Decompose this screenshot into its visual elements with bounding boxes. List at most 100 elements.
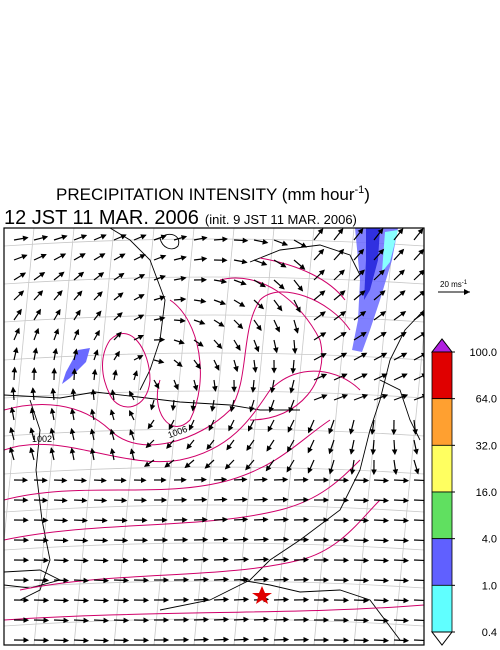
wind-arrow-head bbox=[183, 576, 190, 583]
wind-arrow-head bbox=[18, 290, 25, 297]
meridian bbox=[73, 228, 115, 645]
wind-arrow-head bbox=[69, 408, 76, 415]
wind-arrow-head bbox=[102, 517, 108, 524]
wind-arrow-head bbox=[199, 319, 206, 325]
wind-arrow-head bbox=[161, 497, 168, 503]
wind-arrow-head bbox=[293, 327, 300, 334]
wind-arrow-head bbox=[274, 326, 280, 333]
wind-arrow-head bbox=[41, 235, 49, 241]
wind-arrow-head bbox=[56, 290, 63, 297]
wind-arrow-head bbox=[120, 234, 127, 240]
wind-arrow-head bbox=[403, 617, 410, 624]
wind-arrow-head bbox=[343, 497, 350, 503]
wind-arrow-head bbox=[163, 597, 170, 603]
wind-arrow-head bbox=[363, 557, 370, 564]
wind-arrow-head bbox=[361, 373, 368, 379]
wind-arrow-head bbox=[123, 577, 130, 584]
wind-arrow-head bbox=[262, 239, 269, 245]
wind-arrow-head bbox=[363, 637, 370, 644]
wind-arrow-head bbox=[83, 577, 90, 584]
wind-arrow-head bbox=[262, 496, 269, 503]
wind-arrow-head bbox=[303, 497, 310, 503]
title-text: PRECIPITATION INTENSITY (mm hour bbox=[56, 185, 355, 204]
wind-arrow-head bbox=[249, 406, 255, 413]
wind-arrow-head bbox=[363, 597, 370, 604]
wind-arrow-head bbox=[357, 228, 364, 235]
colorbar: 100.0 64.0 32.0 16.0 4.0 1.0 0.4 bbox=[430, 338, 497, 646]
wind-arrow-head bbox=[143, 617, 150, 623]
wind-arrow-head bbox=[339, 290, 346, 297]
wind-arrow-head bbox=[39, 271, 46, 278]
wind-arrow-head bbox=[383, 557, 390, 564]
wind-arrow-head bbox=[180, 296, 187, 303]
wind-arrow-head bbox=[178, 339, 185, 345]
parallel bbox=[4, 428, 424, 437]
wind-arrow-head bbox=[164, 461, 171, 468]
colorbar-label: 64.0 bbox=[476, 394, 497, 406]
wind-arrow-head bbox=[206, 443, 213, 450]
wind-arrow-head bbox=[216, 342, 223, 350]
wind-arrow-head bbox=[201, 235, 208, 242]
wind-arrow-head bbox=[282, 476, 289, 483]
parallel bbox=[4, 504, 424, 513]
wind-arrow-head bbox=[241, 476, 248, 483]
wind-arrow bbox=[413, 395, 424, 401]
wind-arrow-head bbox=[142, 537, 149, 544]
wind-arrow-head bbox=[222, 516, 229, 523]
wind-arrow-head bbox=[139, 254, 146, 260]
wind-arrow-head bbox=[99, 253, 106, 259]
parallel bbox=[4, 352, 424, 361]
map: 1002 1006 bbox=[4, 228, 424, 645]
wind-arrow-head bbox=[221, 496, 228, 503]
wind-arrow-head bbox=[73, 328, 80, 336]
wind-arrow-head bbox=[303, 557, 310, 563]
wind-arrow-head bbox=[16, 308, 22, 316]
wind-arrow-head bbox=[280, 262, 287, 268]
wind-arrow-head bbox=[43, 617, 50, 624]
wind-arrow-head bbox=[323, 477, 330, 483]
wind-arrow-head bbox=[137, 335, 144, 341]
colorbar-label: 4.0 bbox=[482, 534, 497, 546]
wind-arrow-head bbox=[303, 617, 310, 623]
wind-arrow-head bbox=[81, 477, 88, 484]
wind-arrow-head bbox=[23, 517, 29, 523]
wind-arrow-head bbox=[166, 442, 172, 449]
wind-arrow-head bbox=[190, 405, 197, 412]
wind-arrow-head bbox=[182, 536, 189, 543]
wind-arrow-head bbox=[231, 386, 237, 393]
wind-arrow-head bbox=[303, 476, 309, 483]
wind-arrow-head bbox=[13, 347, 19, 354]
map-frame bbox=[3, 227, 425, 646]
wind-arrow-head bbox=[242, 516, 249, 523]
wind-arrow-head bbox=[383, 477, 390, 484]
wind-arrow-head bbox=[287, 426, 293, 433]
wind-arrow-head bbox=[159, 316, 166, 322]
wind-arrow-head bbox=[23, 537, 30, 543]
wind-arrow-head bbox=[380, 311, 387, 317]
wind-arrow-head bbox=[141, 497, 148, 504]
wind-arrow-head bbox=[299, 263, 306, 270]
wind-arrow-head bbox=[276, 305, 283, 312]
wind-arrow-head bbox=[143, 637, 150, 643]
wind-arrow-head bbox=[9, 426, 15, 433]
wind-arrow-head bbox=[246, 444, 252, 451]
wind-arrow-head bbox=[195, 363, 201, 370]
wind-arrow-head bbox=[123, 597, 130, 604]
wind-arrow-head bbox=[383, 577, 390, 584]
wind-arrow-head bbox=[140, 477, 147, 484]
wind-arrow-head bbox=[117, 292, 124, 299]
wind-arrow-head bbox=[243, 596, 250, 603]
wind-arrow-head bbox=[202, 536, 209, 543]
wind-arrow-head bbox=[137, 355, 144, 361]
colorbar-segment bbox=[431, 584, 453, 633]
wind-arrow-head bbox=[31, 367, 37, 373]
wind-arrow-head bbox=[263, 616, 270, 623]
wind-arrow-head bbox=[58, 271, 65, 278]
wind-arrow-head bbox=[360, 311, 367, 317]
wind-arrow-head bbox=[243, 616, 250, 623]
wind-arrow-head bbox=[23, 617, 30, 623]
wind-arrow-head bbox=[22, 477, 29, 483]
wind-arrow-head bbox=[63, 637, 70, 644]
wind-arrow-head bbox=[223, 636, 230, 643]
wind-arrow-head bbox=[391, 449, 398, 456]
